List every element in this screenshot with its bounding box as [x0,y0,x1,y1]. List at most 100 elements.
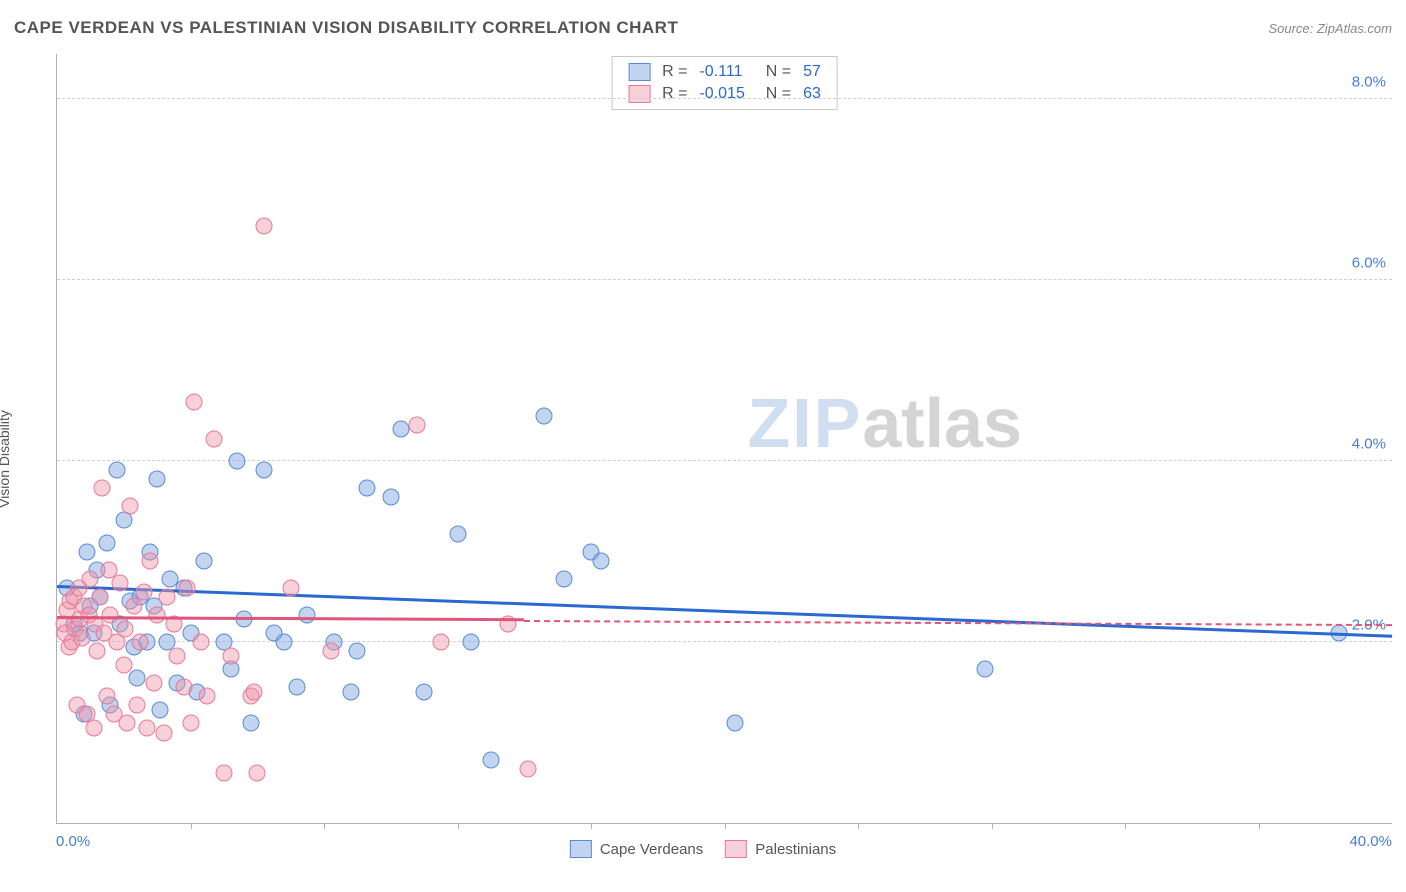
y-tick-label: 4.0% [1352,436,1386,453]
x-tick [725,823,726,829]
y-tick-label: 6.0% [1352,255,1386,272]
plot-area: ZIPatlas R =-0.111 N =57R =-0.015 N =63 … [56,54,1392,824]
x-axis-min-label: 0.0% [56,833,90,850]
scatter-point [102,606,119,623]
stat-n-value: 63 [797,83,827,105]
x-tick [191,823,192,829]
stat-r-label: R = [656,61,693,83]
x-tick [1259,823,1260,829]
plot-wrap: Vision Disability ZIPatlas R =-0.111 N =… [14,54,1392,864]
stat-r-value: -0.111 [693,61,750,83]
scatter-point [556,570,573,587]
scatter-point [245,683,262,700]
scatter-point [115,656,132,673]
scatter-point [482,751,499,768]
x-tick [1125,823,1126,829]
scatter-point [536,407,553,424]
scatter-point [119,715,136,732]
stats-row: R =-0.015 N =63 [622,83,827,105]
legend-label: Palestinians [755,841,836,858]
scatter-point [249,765,266,782]
legend-item: Cape Verdeans [570,840,703,858]
bottom-legend: Cape Verdeans Palestinians [570,840,836,858]
scatter-point [382,489,399,506]
scatter-point [132,634,149,651]
scatter-point [99,534,116,551]
scatter-point [299,606,316,623]
legend-swatch [628,85,650,103]
scatter-point [117,620,134,637]
scatter-point [149,606,166,623]
regression-line [57,585,1392,638]
chart-source: Source: ZipAtlas.com [1268,21,1392,36]
scatter-point [359,480,376,497]
legend-swatch [725,840,747,858]
scatter-point [82,570,99,587]
chart-header: CAPE VERDEAN VS PALESTINIAN VISION DISAB… [14,18,1392,38]
scatter-point [322,643,339,660]
watermark-atlas: atlas [862,384,1022,462]
grid-line [57,98,1392,99]
stat-n-value: 57 [797,61,827,83]
chart-title: CAPE VERDEAN VS PALESTINIAN VISION DISAB… [14,18,678,38]
scatter-point [142,552,159,569]
x-tick [458,823,459,829]
scatter-point [109,462,126,479]
scatter-point [79,543,96,560]
scatter-point [94,480,111,497]
scatter-point [179,579,196,596]
scatter-point [149,471,166,488]
source-name: ZipAtlas.com [1317,21,1392,36]
scatter-point [169,647,186,664]
scatter-point [409,416,426,433]
stat-r-label: R = [656,83,693,105]
source-prefix: Source: [1268,21,1316,36]
grid-line [57,460,1392,461]
scatter-point [242,715,259,732]
scatter-point [135,584,152,601]
scatter-point [152,701,169,718]
scatter-point [349,643,366,660]
scatter-point [275,634,292,651]
scatter-point [449,525,466,542]
grid-line [57,641,1392,642]
scatter-point [129,670,146,687]
scatter-point [205,430,222,447]
scatter-point [145,674,162,691]
stats-row: R =-0.111 N =57 [622,61,827,83]
scatter-point [726,715,743,732]
scatter-point [342,683,359,700]
scatter-point [229,453,246,470]
scatter-point [416,683,433,700]
scatter-point [195,552,212,569]
scatter-point [519,760,536,777]
scatter-point [122,498,139,515]
scatter-point [74,629,91,646]
scatter-point [155,724,172,741]
x-tick [591,823,592,829]
scatter-point [593,552,610,569]
scatter-point [289,679,306,696]
scatter-point [139,720,156,737]
legend-swatch [628,63,650,81]
scatter-point [192,634,209,651]
scatter-point [255,462,272,479]
scatter-point [112,575,129,592]
scatter-point [462,634,479,651]
scatter-point [175,679,192,696]
scatter-point [185,394,202,411]
x-tick [992,823,993,829]
scatter-point [182,715,199,732]
grid-line [57,279,1392,280]
scatter-point [89,643,106,660]
y-tick-label: 8.0% [1352,74,1386,91]
legend-swatch [570,840,592,858]
scatter-point [215,765,232,782]
scatter-point [199,688,216,705]
scatter-point [976,661,993,678]
x-axis-max-label: 40.0% [1349,833,1392,850]
scatter-point [159,588,176,605]
scatter-point [432,634,449,651]
stat-n-label: N = [751,83,797,105]
y-axis-label: Vision Disability [0,410,12,508]
